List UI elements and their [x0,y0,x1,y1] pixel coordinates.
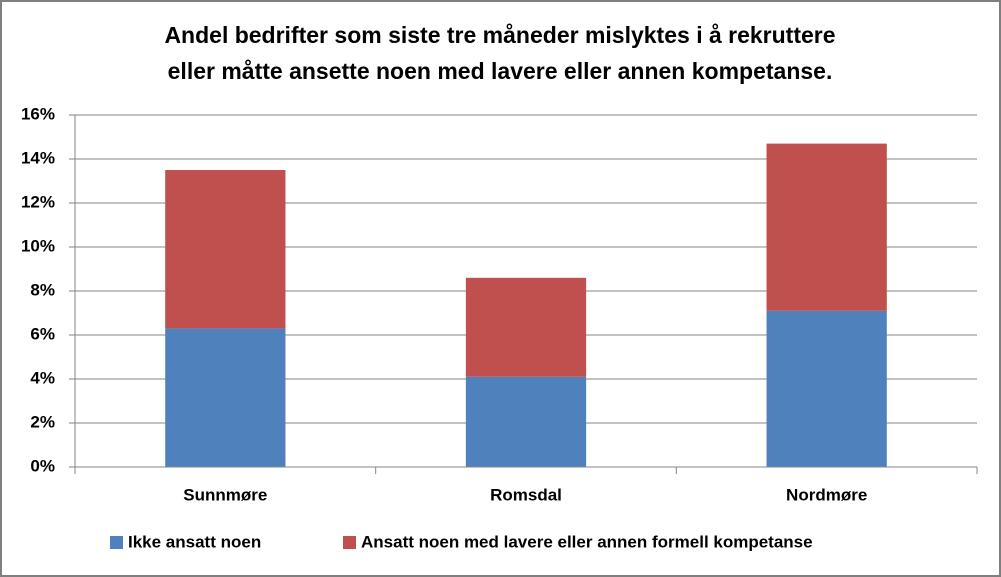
y-tick-label: 0% [30,456,55,475]
legend-label: Ansatt noen med lavere eller annen forme… [361,532,813,551]
bar-segment [766,310,887,467]
y-tick-label: 16% [21,104,55,123]
y-tick-label: 4% [30,368,55,387]
x-tick-label: Sunnmøre [183,485,267,504]
bar-segment [465,376,587,467]
chart-title: eller måtte ansette noen med lavere elle… [168,58,833,84]
y-tick-label: 10% [21,236,55,255]
bar-segment [766,143,887,311]
bar-segment [165,170,286,329]
y-tick-label: 2% [30,412,55,431]
y-tick-label: 14% [21,148,55,167]
y-tick-label: 8% [30,280,55,299]
x-tick-label: Nordmøre [786,485,867,504]
y-tick-label: 6% [30,324,55,343]
y-tick-label: 12% [21,192,55,211]
chart-title: Andel bedrifter som siste tre måneder mi… [164,22,835,48]
legend-swatch [343,536,356,549]
bar-segment [465,277,587,377]
bar-segment [165,328,286,467]
x-tick-label: Romsdal [490,485,562,504]
legend-swatch [110,536,123,549]
legend-label: Ikke ansatt noen [128,532,261,551]
